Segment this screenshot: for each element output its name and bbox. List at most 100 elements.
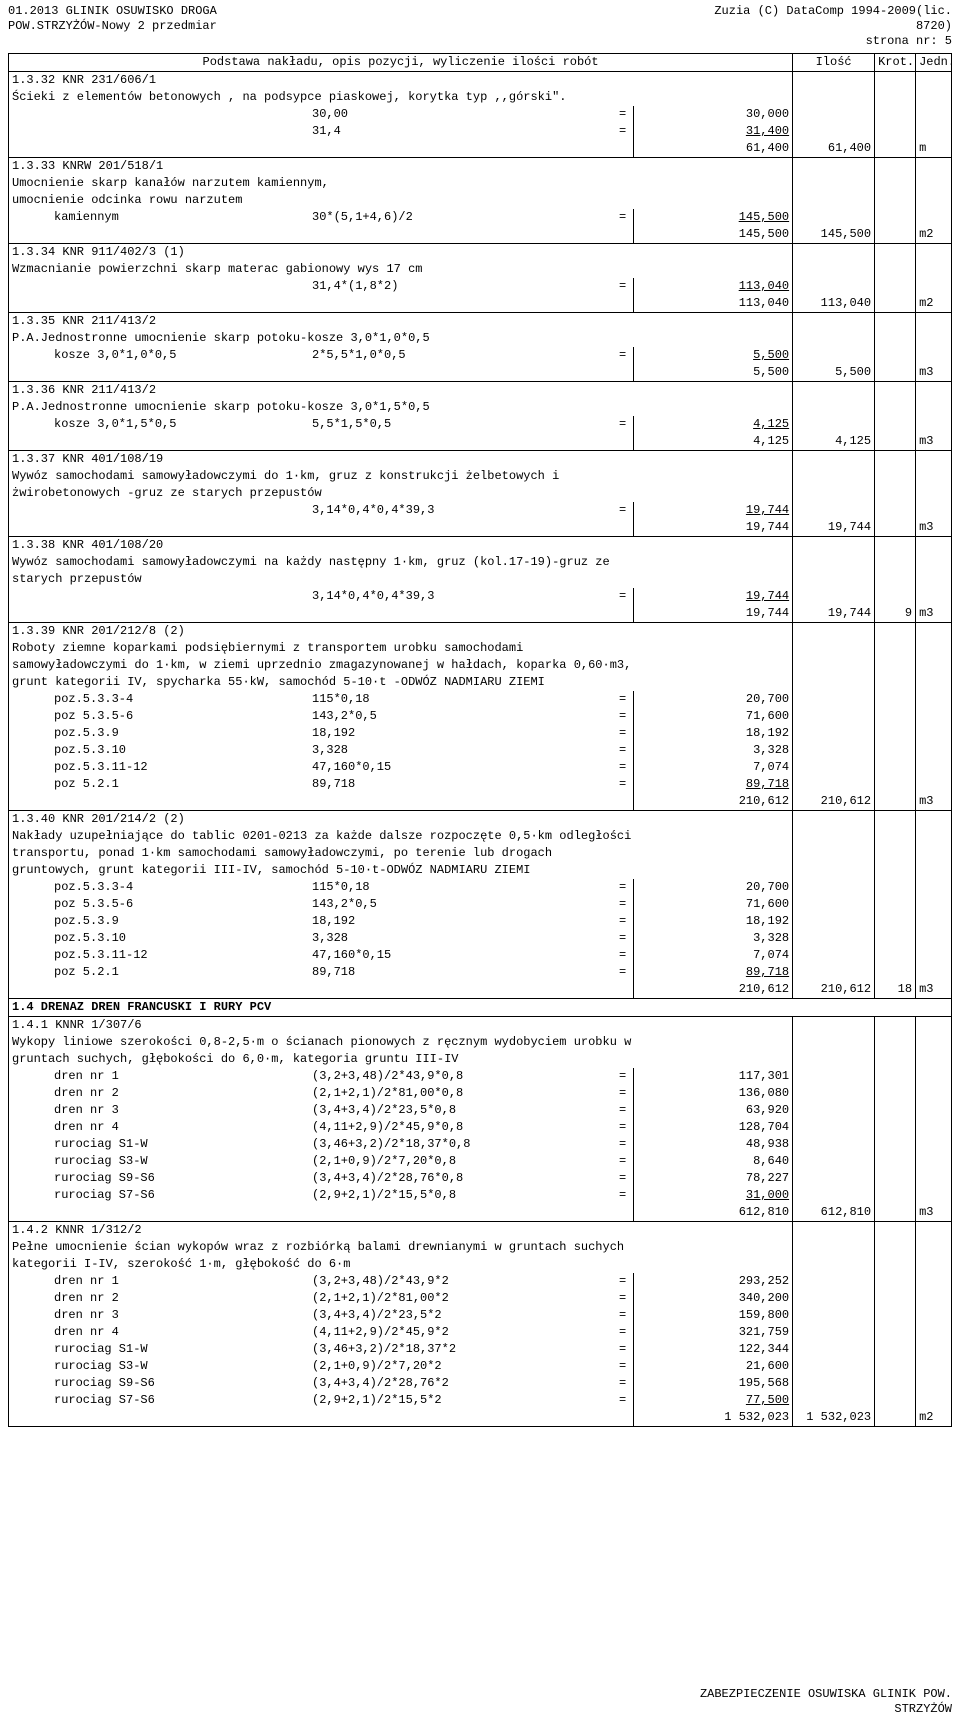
krot-cell (875, 1204, 916, 1222)
calc-value: 71,600 (634, 708, 793, 725)
table-row: poz.5.3.3-4115*0,18=20,700 (9, 691, 952, 708)
unit-cell (916, 1136, 952, 1153)
item-code: 1.3.37 KNR 401/108/19 (9, 451, 793, 469)
krot-cell (875, 192, 916, 209)
unit-cell (916, 930, 952, 947)
krot-cell (875, 828, 916, 845)
unit-cell (916, 1170, 952, 1187)
qty-cell (793, 879, 875, 896)
krot-cell (875, 588, 916, 605)
unit-cell (916, 1273, 952, 1290)
krot-cell (875, 364, 916, 382)
footer-2: STRZYŻÓW (8, 1702, 952, 1717)
calc-line: poz.5.3.3-4115*0,18= (9, 879, 634, 896)
table-row: 1.4.1 KNNR 1/307/6 (9, 1017, 952, 1035)
qty-cell (793, 1358, 875, 1375)
table-row: Ścieki z elementów betonowych , na podsy… (9, 89, 952, 106)
qty-cell (793, 106, 875, 123)
unit-cell: m3 (916, 364, 952, 382)
unit-cell (916, 913, 952, 930)
table-row: 1.3.33 KNRW 201/518/1 (9, 158, 952, 176)
calc-line: rurociag S9-S6(3,4+3,4)/2*28,76*2= (9, 1375, 634, 1392)
table-row: dren nr 4(4,11+2,9)/2*45,9*2=321,759 (9, 1324, 952, 1341)
calc-line: poz.5.3.11-1247,160*0,15= (9, 947, 634, 964)
unit-cell (916, 468, 952, 485)
unit-cell (916, 158, 952, 176)
calc-line: dren nr 4(4,11+2,9)/2*45,9*2= (9, 1324, 634, 1341)
item-code: 1.3.40 KNR 201/214/2 (2) (9, 811, 793, 829)
table-row: 113,040113,040m2 (9, 295, 952, 313)
qty-cell (793, 742, 875, 759)
qty-cell: 210,612 (793, 981, 875, 999)
calc-value: 21,600 (634, 1358, 793, 1375)
sum-desc (9, 226, 634, 244)
qty-cell (793, 1119, 875, 1136)
table-row: poz 5.3.5-6143,2*0,5=71,600 (9, 708, 952, 725)
qty-cell (793, 1290, 875, 1307)
table-row: gruntowych, grunt kategorii III-IV, samo… (9, 862, 952, 879)
krot-cell (875, 1307, 916, 1324)
table-row: 1.3.38 KNR 401/108/20 (9, 537, 952, 555)
qty-cell: 5,500 (793, 364, 875, 382)
header-left-1: 01.2013 GLINIK OSUWISKO DROGA (8, 4, 217, 19)
calc-value: 3,328 (634, 742, 793, 759)
table-row: umocnienie odcinka rowu narzutem (9, 192, 952, 209)
table-row: 3,14*0,4*0,4*39,3=19,744 (9, 588, 952, 605)
th-krot: Krot. (875, 54, 916, 72)
unit-cell (916, 175, 952, 192)
calc-line: dren nr 3(3,4+3,4)/2*23,5*0,8= (9, 1102, 634, 1119)
calc-value: 77,500 (634, 1392, 793, 1409)
item-description: Umocnienie skarp kanałów narzutem kamien… (9, 175, 793, 192)
unit-cell (916, 879, 952, 896)
qty-cell (793, 1017, 875, 1035)
qty-cell (793, 913, 875, 930)
krot-cell (875, 537, 916, 555)
item-description: Pełne umocnienie ścian wykopów wraz z ro… (9, 1239, 793, 1256)
table-row: Umocnienie skarp kanałów narzutem kamien… (9, 175, 952, 192)
unit-cell (916, 1051, 952, 1068)
table-row: 1.3.40 KNR 201/214/2 (2) (9, 811, 952, 829)
qty-cell (793, 828, 875, 845)
sum-value: 210,612 (634, 793, 793, 811)
calc-value: 20,700 (634, 691, 793, 708)
krot-cell (875, 623, 916, 641)
krot-cell (875, 295, 916, 313)
calc-value: 113,040 (634, 278, 793, 295)
calc-line: dren nr 2(2,1+2,1)/2*81,00*2= (9, 1290, 634, 1307)
unit-cell (916, 502, 952, 519)
table-row: poz.5.3.918,192=18,192 (9, 913, 952, 930)
unit-cell (916, 1119, 952, 1136)
unit-cell (916, 845, 952, 862)
table-row: samowyładowczymi do 1·km, w ziemi uprzed… (9, 657, 952, 674)
calc-value: 321,759 (634, 1324, 793, 1341)
unit-cell (916, 1307, 952, 1324)
table-row: grunt kategorii IV, spycharka 55·kW, sam… (9, 674, 952, 691)
table-row: dren nr 3(3,4+3,4)/2*23,5*2=159,800 (9, 1307, 952, 1324)
krot-cell (875, 1051, 916, 1068)
qty-cell (793, 1102, 875, 1119)
qty-cell (793, 1034, 875, 1051)
calc-line: rurociag S7-S6(2,9+2,1)/2*15,5*2= (9, 1392, 634, 1409)
table-row: 210,612210,612m3 (9, 793, 952, 811)
qty-cell (793, 845, 875, 862)
qty-cell (793, 347, 875, 364)
table-row: 1.4.2 KNNR 1/312/2 (9, 1222, 952, 1240)
qty-cell (793, 399, 875, 416)
item-description: samowyładowczymi do 1·km, w ziemi uprzed… (9, 657, 793, 674)
qty-cell: 113,040 (793, 295, 875, 313)
calc-line: poz.5.3.918,192= (9, 913, 634, 930)
unit-cell: m2 (916, 1409, 952, 1427)
qty-cell (793, 1324, 875, 1341)
item-code: 1.3.35 KNR 211/413/2 (9, 313, 793, 331)
qty-cell (793, 1136, 875, 1153)
unit-cell: m3 (916, 981, 952, 999)
qty-cell (793, 261, 875, 278)
unit-cell (916, 1034, 952, 1051)
unit-cell (916, 244, 952, 262)
unit-cell (916, 278, 952, 295)
qty-cell (793, 1153, 875, 1170)
item-description: gruntowych, grunt kategorii III-IV, samo… (9, 862, 793, 879)
calc-value: 195,568 (634, 1375, 793, 1392)
table-row: 1.3.37 KNR 401/108/19 (9, 451, 952, 469)
unit-cell (916, 623, 952, 641)
